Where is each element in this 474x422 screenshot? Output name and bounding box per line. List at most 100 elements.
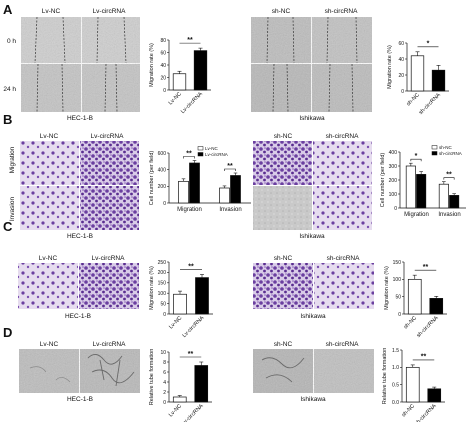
y-tick-label: 4 (163, 380, 166, 386)
panel-a-left-micrographs: Lv-NC Lv-circRNA 0 h 24 h HEC-1-B (3, 8, 140, 122)
micrograph (253, 263, 313, 309)
y-tick-label: 0.5 (392, 382, 399, 388)
panel-b-right-micrographs: sh-NC sh-circRNA Ishikawa (253, 133, 372, 240)
y-axis-label: Relative tube formation (382, 348, 388, 405)
bar (429, 298, 444, 315)
x-tick-label: Lv-NC (168, 91, 183, 106)
x-tick-label: Invasion (219, 207, 241, 213)
y-axis-label: Relative tube formation (149, 349, 155, 406)
y-tick-label: 200 (158, 184, 167, 190)
panel-letter-a: A (3, 2, 13, 17)
micrograph (20, 141, 79, 185)
bar (416, 174, 427, 209)
x-tick-label: Lv-circRNA (181, 403, 205, 422)
significance-mark: ** (423, 264, 429, 271)
y-tick-label: 50 (395, 294, 401, 300)
y-tick-label: 250 (158, 260, 167, 266)
y-tick-label: 50 (160, 301, 166, 307)
x-tick-label: sh-circRNA (418, 92, 442, 116)
column-header: sh-NC (274, 255, 293, 262)
y-tick-label: 1.5 (392, 348, 399, 354)
y-tick-label: 40 (398, 57, 404, 63)
column-header: Lv-circRNA (92, 255, 126, 262)
y-tick-label: 1.0 (392, 365, 399, 371)
y-tick-label: 150 (393, 260, 402, 266)
y-axis-label: Migration rate (%) (149, 43, 155, 87)
bar (449, 195, 460, 209)
significance-mark: * (427, 41, 430, 48)
column-header: sh-circRNA (327, 255, 361, 262)
y-tick-label: 8 (163, 360, 166, 366)
y-tick-label: 600 (158, 151, 167, 157)
x-tick-label: Invasion (438, 212, 460, 218)
panel-d-left-micrographs: Lv-NC Lv-circRNA HEC-1-B (19, 341, 140, 403)
bar (230, 175, 241, 204)
y-tick-label: 400 (389, 150, 398, 156)
legend-label: sh-NC (439, 145, 453, 150)
bar (194, 365, 209, 403)
y-axis-label: Cell number (per field) (380, 153, 386, 208)
row-label: Invasion (9, 197, 16, 222)
chart-d-right: 0.0 0.5 1.0 1.5 Relative tube formation sh-NC… (382, 348, 445, 422)
y-tick-label: 0 (163, 312, 166, 318)
chart-a-left: 0 20 40 60 80 Migration rate (%) Lv-NCLv-circR… (149, 37, 211, 115)
panel-b-left-micrographs: Lv-NC Lv-circRNA Migration Invasion HEC-… (9, 133, 139, 240)
significance-mark: ** (186, 151, 192, 158)
column-header: Lv-NC (39, 255, 58, 262)
legend-label: Lv-NC (205, 146, 219, 151)
legend-swatch (431, 145, 438, 150)
column-header: Lv-circRNA (93, 8, 127, 15)
bar (431, 69, 446, 92)
x-tick-label: sh-circRNA (416, 315, 440, 339)
micrograph (313, 141, 372, 185)
y-axis-label: Migration rate (%) (387, 45, 393, 89)
y-tick-label: 200 (389, 178, 398, 184)
panel-c-left-micrographs: Lv-NC Lv-circRNA HEC-1-B (18, 255, 139, 320)
panel-c-right-micrographs: sh-NC sh-circRNA Ishikawa (253, 255, 374, 320)
cell-line-caption: HEC-1-B (67, 233, 93, 240)
significance-bracket (410, 158, 422, 162)
chart-a-right: 0 20 40 60 Migration rate (%) sh-NCsh-circRNA… (387, 41, 449, 116)
micrograph (80, 141, 139, 185)
significance-mark: ** (188, 351, 194, 358)
x-tick-label: sh-NC (401, 403, 416, 418)
micrograph (79, 263, 139, 309)
y-tick-label: 60 (398, 41, 404, 47)
chart-d-left: 0 2 4 6 8 10 Relative tube formation Lv-NCLv-ci… (149, 349, 212, 422)
panel-letter-d: D (3, 325, 12, 340)
significance-mark: ** (227, 163, 233, 170)
tube-network (261, 357, 305, 383)
panel-letter-b: B (3, 112, 12, 127)
x-tick-label: Migration (177, 207, 202, 213)
bar (172, 396, 187, 403)
column-header: Lv-NC (40, 133, 59, 140)
significance-bracket (183, 156, 195, 159)
y-tick-label: 100 (389, 192, 398, 198)
column-header: sh-NC (272, 8, 291, 15)
column-header: Lv-NC (40, 341, 59, 348)
y-tick-label: 0 (163, 201, 166, 207)
column-header: Lv-circRNA (91, 133, 125, 140)
significance-bracket (224, 168, 236, 171)
y-tick-label: 0 (398, 312, 401, 318)
legend-label: sh-circRNA (439, 151, 462, 156)
y-tick-label: 20 (160, 75, 166, 81)
legend-swatch (197, 146, 204, 151)
bar (405, 165, 416, 209)
bar (219, 187, 230, 204)
significance-bracket (443, 177, 455, 180)
legend-label: Lv-circRNA (205, 152, 228, 157)
micrograph (80, 186, 139, 230)
bar (193, 50, 208, 91)
y-tick-label: 40 (160, 63, 166, 69)
y-tick-label: 60 (160, 50, 166, 56)
y-axis-label: Cell number (per field) (149, 151, 155, 206)
row-label: 0 h (7, 38, 16, 45)
y-axis-label: Migration rate (%) (149, 266, 155, 310)
legend-swatch (197, 152, 204, 157)
tube-network (29, 366, 71, 383)
y-tick-label: 100 (393, 277, 402, 283)
